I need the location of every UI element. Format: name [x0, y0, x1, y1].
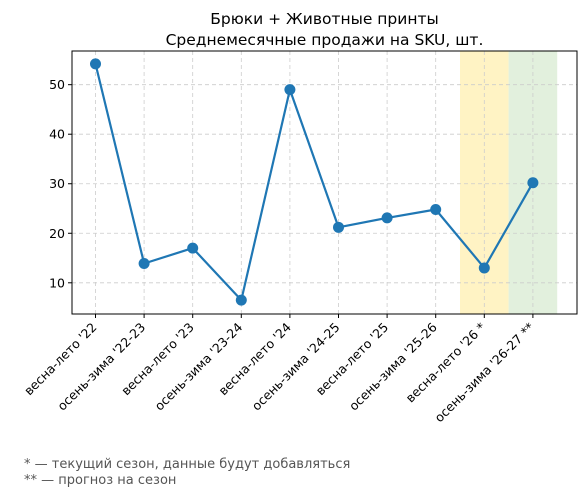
data-point-4 [284, 84, 296, 96]
x-tick-label-5: осень-зима '24-25 [249, 320, 343, 414]
x-tick-label-9: осень-зима '26-27 ** [431, 320, 537, 426]
footnote-forecast: ** — прогноз на сезон [24, 473, 177, 488]
chart-title: Брюки + Животные принты [210, 10, 439, 28]
data-point-9 [527, 177, 539, 189]
data-point-0 [90, 58, 101, 70]
data-point-8 [478, 262, 490, 274]
series-line-group [90, 58, 539, 306]
data-point-1 [138, 257, 150, 269]
y-tick-label-0: 10 [49, 275, 65, 290]
x-tick-label-1: осень-зима '22-23 [54, 320, 148, 414]
plot-frame [71, 50, 578, 315]
data-point-7 [430, 203, 442, 215]
footnote-current-season: * — текущий сезон, данные будут добавлят… [24, 457, 351, 472]
data-point-3 [235, 294, 247, 306]
chart-subtitle: Среднемесячные продажи на SKU, шт. [166, 31, 484, 49]
series-line [94, 63, 534, 302]
data-point-5 [333, 221, 344, 233]
highlight-band-0 [460, 51, 509, 314]
data-point-2 [187, 242, 199, 254]
y-tick-label-3: 40 [49, 127, 65, 142]
y-tick-label-4: 50 [49, 77, 65, 92]
data-point-6 [381, 212, 393, 224]
season-highlights [460, 51, 558, 314]
y-tick-label-2: 30 [49, 176, 65, 191]
y-tick-label-1: 20 [49, 226, 65, 241]
x-tick-label-7: осень-зима '25-26 [346, 319, 440, 413]
x-tick-label-3: осень-зима '23-24 [151, 319, 245, 413]
